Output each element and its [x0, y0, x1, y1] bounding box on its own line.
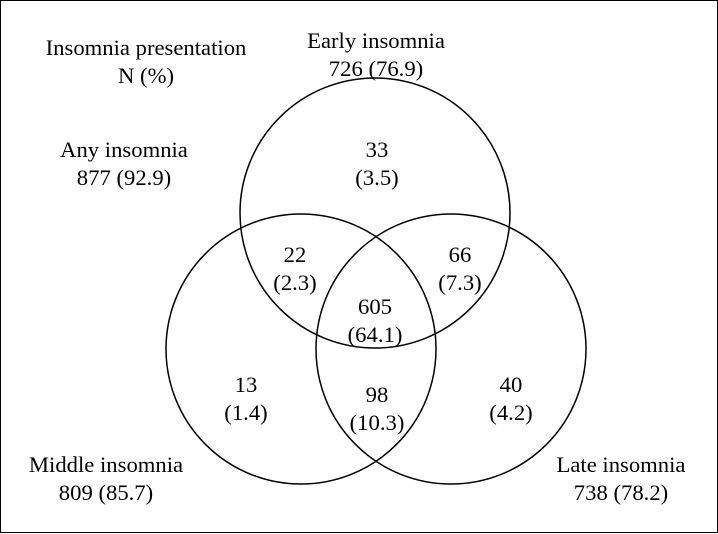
region-early-middle: 22 (2.3) [273, 241, 316, 298]
region-n: 66 [438, 241, 481, 269]
region-pct: (2.3) [273, 269, 316, 297]
region-n: 22 [273, 241, 316, 269]
region-middle-late: 98 (10.3) [350, 381, 405, 438]
region-pct: (10.3) [350, 409, 405, 437]
region-pct: (64.1) [348, 321, 403, 349]
region-pct: (7.3) [438, 269, 481, 297]
region-early-late: 66 (7.3) [438, 241, 481, 298]
set-label-middle: Middle insomnia 809 (85.7) [29, 451, 183, 508]
set-label-early-name: Early insomnia [307, 27, 445, 55]
region-pct: (3.5) [355, 164, 398, 192]
region-n: 40 [489, 371, 532, 399]
set-label-any-name: Any insomnia [60, 136, 188, 164]
set-label-early-val: 726 (76.9) [307, 55, 445, 83]
set-label-middle-val: 809 (85.7) [29, 479, 183, 507]
header-title-l2: N (%) [46, 62, 247, 90]
header-title-l1: Insomnia presentation [46, 34, 247, 62]
region-pct: (1.4) [224, 399, 267, 427]
region-pct: (4.2) [489, 399, 532, 427]
region-early-only: 33 (3.5) [355, 136, 398, 193]
set-label-late: Late insomnia 738 (78.2) [557, 451, 686, 508]
region-n: 13 [224, 371, 267, 399]
set-label-early: Early insomnia 726 (76.9) [307, 27, 445, 84]
set-label-middle-name: Middle insomnia [29, 451, 183, 479]
region-all-three: 605 (64.1) [348, 293, 403, 350]
set-label-late-val: 738 (78.2) [557, 479, 686, 507]
region-late-only: 40 (4.2) [489, 371, 532, 428]
diagram-frame: Insomnia presentation N (%) Early insomn… [0, 0, 718, 533]
region-middle-only: 13 (1.4) [224, 371, 267, 428]
region-n: 98 [350, 381, 405, 409]
header-title: Insomnia presentation N (%) [46, 34, 247, 91]
set-label-late-name: Late insomnia [557, 451, 686, 479]
set-label-any: Any insomnia 877 (92.9) [60, 136, 188, 193]
set-label-any-val: 877 (92.9) [60, 164, 188, 192]
region-n: 33 [355, 136, 398, 164]
region-n: 605 [348, 293, 403, 321]
